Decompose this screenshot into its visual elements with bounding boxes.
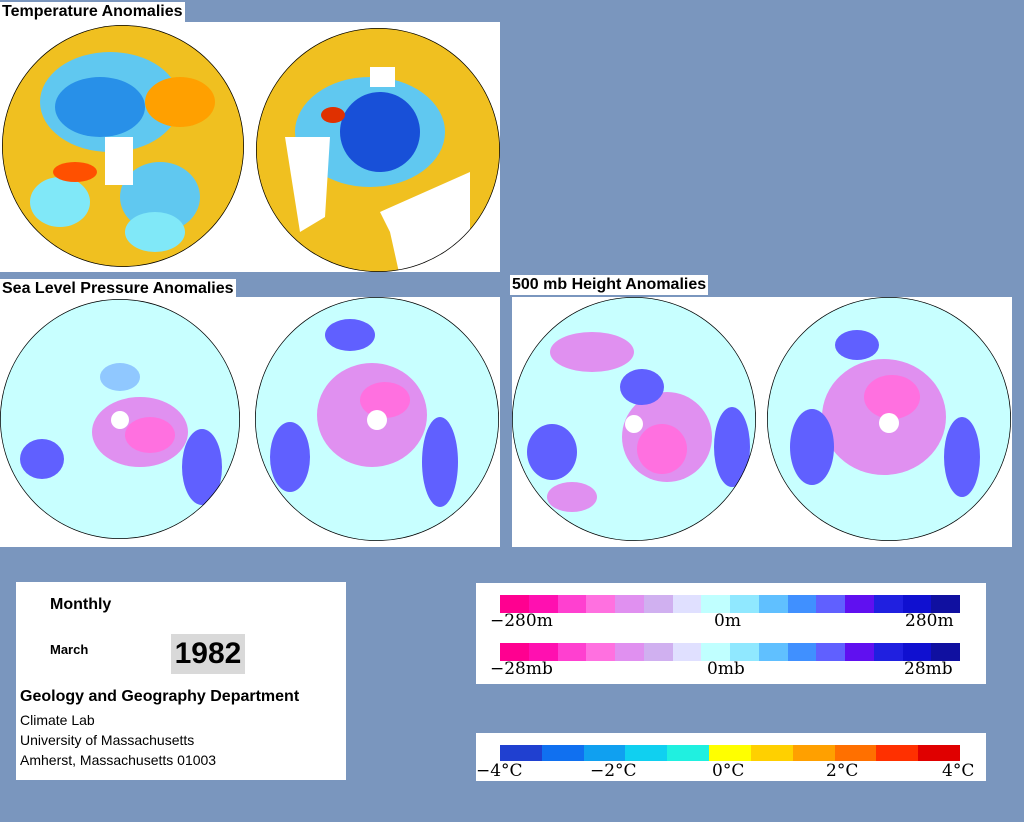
color-swatch <box>625 745 668 761</box>
color-swatch <box>541 745 584 761</box>
info-panel: Monthly March 1982 Geology and Geography… <box>16 582 346 780</box>
slp-title: Sea Level Pressure Anomalies <box>0 279 236 299</box>
color-swatch <box>873 595 903 613</box>
month-label: March <box>50 642 89 657</box>
color-swatch <box>701 643 730 661</box>
color-swatch <box>792 745 835 761</box>
temp-minus4-label: −4°C <box>476 761 523 781</box>
color-swatch <box>500 745 542 761</box>
color-swatch <box>902 643 932 661</box>
color-swatch <box>845 595 874 613</box>
color-swatch <box>931 643 960 661</box>
color-swatch <box>873 643 903 661</box>
color-swatch <box>701 595 730 613</box>
color-swatch <box>615 643 644 661</box>
color-swatch <box>643 595 673 613</box>
height-max-label: 280m <box>905 611 954 631</box>
color-swatch <box>557 643 587 661</box>
color-swatch <box>557 595 587 613</box>
color-swatch <box>643 643 673 661</box>
color-swatch <box>586 595 615 613</box>
height-mid-label: 0m <box>714 611 741 631</box>
year-display: 1982 <box>171 634 245 674</box>
temperature-color-bar <box>500 745 960 761</box>
color-swatch <box>787 643 817 661</box>
pressure-min-label: −28mb <box>490 659 553 679</box>
pressure-color-bar <box>500 643 960 661</box>
sh-temperature-map <box>256 28 500 272</box>
color-swatch <box>528 595 558 613</box>
nh-temperature-map <box>2 25 244 267</box>
color-swatch <box>672 595 702 613</box>
color-swatch <box>730 643 759 661</box>
color-swatch <box>528 643 558 661</box>
color-swatch <box>931 595 960 613</box>
color-swatch <box>902 595 932 613</box>
color-swatch <box>500 643 529 661</box>
temperature-legend: −4°C −2°C 0°C 2°C 4°C <box>476 733 986 781</box>
color-swatch <box>730 595 759 613</box>
temp-zero-label: 0°C <box>712 761 745 781</box>
color-swatch <box>816 643 845 661</box>
temperature-title: Temperature Anomalies <box>0 2 185 22</box>
color-swatch <box>750 745 793 761</box>
university-label: University of Massachusetts <box>20 732 195 748</box>
color-swatch <box>500 595 529 613</box>
department-label: Geology and Geography Department <box>20 688 300 705</box>
color-swatch <box>667 745 710 761</box>
color-swatch <box>758 595 788 613</box>
slp-maps <box>0 297 499 541</box>
temp-minus2-label: −2°C <box>590 761 637 781</box>
height-color-bar <box>500 595 960 613</box>
temp-plus4-label: 4°C <box>942 761 975 781</box>
color-swatch <box>816 595 845 613</box>
nh-slp-map <box>0 299 240 539</box>
height-maps <box>512 297 1011 541</box>
color-swatch <box>672 643 702 661</box>
nh-height-map <box>512 297 756 541</box>
sh-height-map <box>767 297 1011 541</box>
height-min-label: −280m <box>490 611 553 631</box>
frequency-label: Monthly <box>50 596 112 613</box>
color-swatch <box>586 643 615 661</box>
sh-slp-map <box>255 297 499 541</box>
color-swatch <box>834 745 877 761</box>
anomaly-legend: −280m 0m 280m −28mb 0mb 28mb <box>476 583 986 684</box>
color-swatch <box>583 745 626 761</box>
address-label: Amherst, Massachusetts 01003 <box>20 752 217 768</box>
lab-label: Climate Lab <box>20 712 95 728</box>
pressure-mid-label: 0mb <box>707 659 745 679</box>
color-swatch <box>709 745 751 761</box>
color-swatch <box>845 643 874 661</box>
temperature-maps <box>2 25 500 272</box>
pressure-max-label: 28mb <box>904 659 953 679</box>
color-swatch <box>876 745 919 761</box>
temp-plus2-label: 2°C <box>826 761 859 781</box>
color-swatch <box>787 595 817 613</box>
height-title: 500 mb Height Anomalies <box>510 275 709 295</box>
color-swatch <box>758 643 788 661</box>
color-swatch <box>615 595 644 613</box>
color-swatch <box>918 745 960 761</box>
